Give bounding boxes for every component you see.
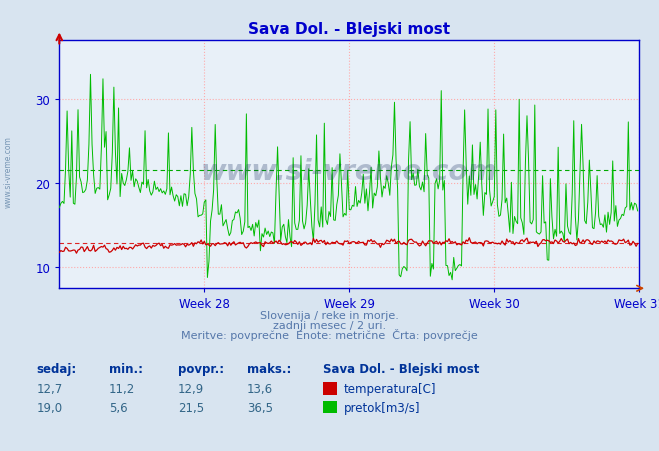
Text: 12,9: 12,9 xyxy=(178,382,204,396)
Text: 11,2: 11,2 xyxy=(109,382,135,396)
Text: pretok[m3/s]: pretok[m3/s] xyxy=(344,401,420,414)
Text: 21,5: 21,5 xyxy=(178,401,204,414)
Text: povpr.:: povpr.: xyxy=(178,362,224,375)
Text: Slovenija / reke in morje.: Slovenija / reke in morje. xyxy=(260,310,399,320)
Text: zadnji mesec / 2 uri.: zadnji mesec / 2 uri. xyxy=(273,320,386,330)
Text: 19,0: 19,0 xyxy=(36,401,63,414)
Text: temperatura[C]: temperatura[C] xyxy=(344,382,436,396)
Text: Sava Dol. - Blejski most: Sava Dol. - Blejski most xyxy=(323,362,479,375)
Text: 36,5: 36,5 xyxy=(247,401,273,414)
Text: www.si-vreme.com: www.si-vreme.com xyxy=(3,135,13,207)
Title: Sava Dol. - Blejski most: Sava Dol. - Blejski most xyxy=(248,22,450,37)
Text: min.:: min.: xyxy=(109,362,143,375)
Text: maks.:: maks.: xyxy=(247,362,291,375)
Text: 12,7: 12,7 xyxy=(36,382,63,396)
Text: www.si-vreme.com: www.si-vreme.com xyxy=(201,158,498,186)
Text: 5,6: 5,6 xyxy=(109,401,127,414)
Text: 13,6: 13,6 xyxy=(247,382,273,396)
Text: Meritve: povprečne  Enote: metrične  Črta: povprečje: Meritve: povprečne Enote: metrične Črta:… xyxy=(181,329,478,341)
Text: sedaj:: sedaj: xyxy=(36,362,76,375)
